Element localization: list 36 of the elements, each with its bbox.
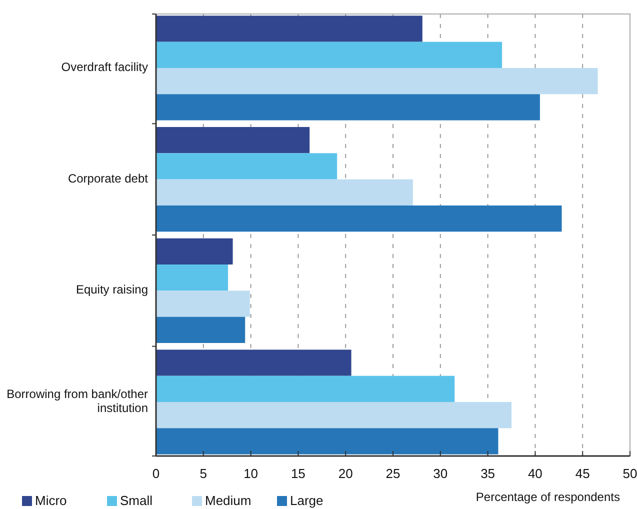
bar	[156, 179, 413, 206]
legend-label: Micro	[35, 493, 67, 508]
x-tick-label: 50	[622, 466, 637, 481]
bar	[156, 94, 540, 120]
bar	[156, 205, 562, 232]
bar	[156, 402, 512, 428]
y-tick-label: Borrowing from bank/other institution	[6, 387, 148, 416]
x-tick-label: 30	[433, 466, 448, 481]
x-tick-label: 40	[528, 466, 542, 481]
bar	[156, 350, 352, 376]
x-tick-label: 20	[338, 466, 353, 481]
x-tick-label: 5	[200, 466, 208, 481]
bar	[156, 16, 422, 42]
bar	[156, 316, 246, 343]
x-tick-label: 25	[386, 466, 400, 481]
bar	[156, 428, 498, 454]
x-tick-label: 35	[480, 466, 496, 481]
x-axis-title: Percentage of respondents	[476, 490, 620, 504]
x-tick-label: 15	[290, 466, 306, 481]
bar	[156, 68, 598, 94]
y-tick-label: Overdraft facility	[61, 60, 148, 74]
bar	[156, 238, 233, 265]
x-tick-label: 0	[152, 466, 160, 481]
legend-label: Large	[290, 493, 324, 508]
bar	[156, 376, 455, 402]
legend-label: Medium	[205, 493, 252, 508]
bar	[156, 264, 228, 291]
y-tick-label: Equity raising	[76, 282, 148, 297]
x-tick-label: 10	[244, 466, 258, 481]
bar	[156, 127, 310, 154]
bar	[156, 42, 502, 68]
x-tick-label: 45	[575, 466, 590, 481]
legend-label: Small	[120, 493, 153, 508]
bar	[156, 153, 338, 180]
y-tick-label: Corporate debt	[68, 172, 149, 186]
bar	[156, 290, 250, 317]
